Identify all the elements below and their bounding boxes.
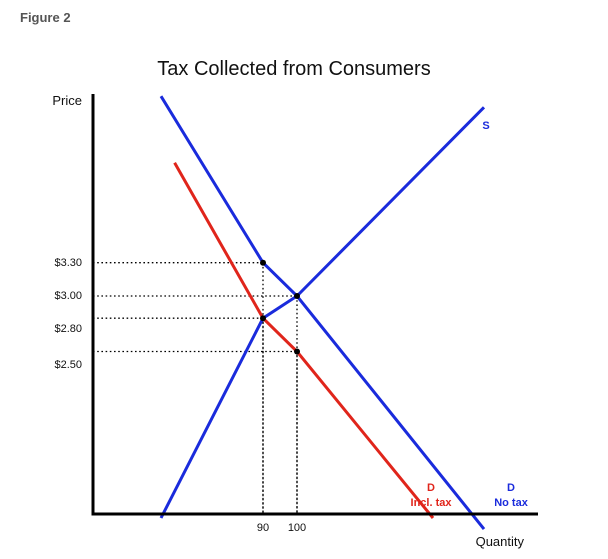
chart-title: Tax Collected from Consumers <box>157 58 430 80</box>
x-tick-label: 100 <box>288 522 306 534</box>
intersection-point <box>260 259 266 266</box>
guide-dots <box>260 259 300 355</box>
x-tick-label: 90 <box>257 522 269 534</box>
demand-incl-tax-curve <box>173 162 435 519</box>
y-tick-label: $3.30 <box>54 257 82 269</box>
demand-no-tax-label: D <box>507 482 515 494</box>
y-tick-label: $2.50 <box>54 359 82 371</box>
y-axis-title: Price <box>52 93 82 108</box>
intersection-point <box>294 348 300 355</box>
y-tick-label: $3.00 <box>54 290 82 302</box>
demand-incl-tax-sublabel: Incl. tax <box>411 497 453 509</box>
intersection-point <box>260 315 266 322</box>
y-tick-label: $2.80 <box>54 323 82 335</box>
demand-incl-tax-label: D <box>427 482 435 494</box>
supply-label: S <box>482 120 489 132</box>
x-axis-title: Quantity <box>476 534 525 549</box>
intersection-point <box>294 293 300 299</box>
series-group <box>159 95 486 531</box>
supply-curve <box>159 106 486 519</box>
figure-label: Figure 2 <box>20 10 71 25</box>
demand-no-tax-sublabel: No tax <box>494 497 529 509</box>
demand-no-tax-curve <box>159 95 486 531</box>
guide-lines <box>93 262 298 514</box>
axes <box>91 94 538 516</box>
